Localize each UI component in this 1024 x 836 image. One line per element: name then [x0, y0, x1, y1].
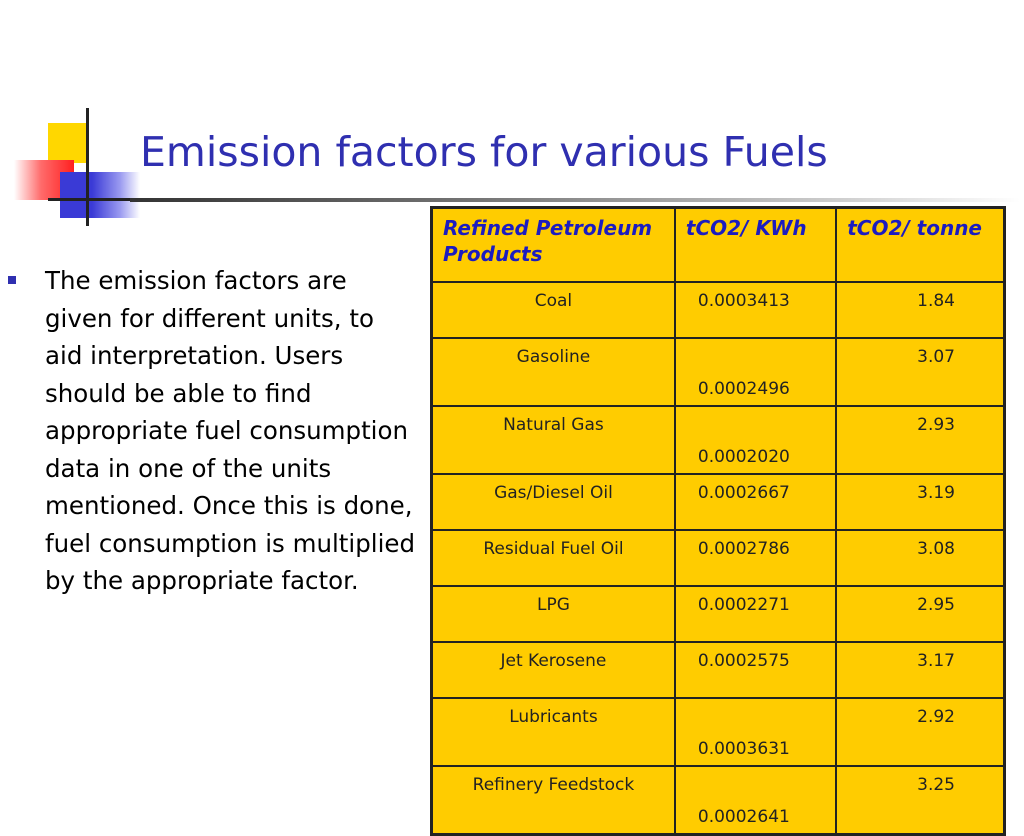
bullet-square-icon: [8, 276, 16, 284]
yellow-square: [48, 123, 88, 163]
slide-title: Emission factors for various Fuels: [140, 128, 828, 176]
factor-kwh: 0.0002575: [673, 641, 838, 699]
bullet-list: The emission factors are given for diffe…: [8, 262, 415, 600]
fuel-name: Jet Kerosene: [430, 641, 676, 699]
factor-kwh: 0.0002641: [673, 765, 838, 836]
factor-kwh: 0.0002496: [673, 337, 838, 407]
factor-tonne: 3.08: [835, 529, 1006, 587]
fuel-name: Lubricants: [430, 697, 676, 767]
factor-tonne: 3.25: [835, 765, 1006, 836]
factor-tonne: 2.92: [835, 697, 1006, 767]
table-header-row: Refined Petroleum Products tCO2/ KWh tCO…: [430, 206, 1006, 283]
table-row: Coal 0.0003413 1.84: [430, 281, 1006, 339]
factor-tonne: 3.19: [835, 473, 1006, 531]
blue-gradient-bar: [60, 172, 140, 218]
fuel-name: Gas/Diesel Oil: [430, 473, 676, 531]
fuel-name: Gasoline: [430, 337, 676, 407]
header-tonne: tCO2/ tonne: [835, 206, 1006, 283]
fuel-name: Coal: [430, 281, 676, 339]
factor-kwh: 0.0002667: [673, 473, 838, 531]
header-products: Refined Petroleum Products: [430, 206, 676, 283]
header-kwh: tCO2/ KWh: [673, 206, 838, 283]
fuel-name: Residual Fuel Oil: [430, 529, 676, 587]
factor-kwh: 0.0003631: [673, 697, 838, 767]
factor-kwh: 0.0002786: [673, 529, 838, 587]
table-row: Lubricants 0.0003631 2.92: [430, 697, 1006, 767]
vertical-rule: [86, 108, 89, 226]
factor-tonne: 3.07: [835, 337, 1006, 407]
factor-tonne: 2.93: [835, 405, 1006, 475]
corner-horizontal-rule: [48, 198, 138, 201]
fuel-name: Natural Gas: [430, 405, 676, 475]
emission-factors-table: Refined Petroleum Products tCO2/ KWh tCO…: [430, 206, 1006, 836]
factor-kwh: 0.0002020: [673, 405, 838, 475]
table-row: LPG 0.0002271 2.95: [430, 585, 1006, 643]
factor-tonne: 3.17: [835, 641, 1006, 699]
factor-kwh: 0.0003413: [673, 281, 838, 339]
table-row: Residual Fuel Oil 0.0002786 3.08: [430, 529, 1006, 587]
table-row: Gasoline 0.0002496 3.07: [430, 337, 1006, 407]
factor-kwh: 0.0002271: [673, 585, 838, 643]
title-underline: [130, 198, 1020, 202]
bullet-text: The emission factors are given for diffe…: [45, 266, 416, 595]
fuel-name: LPG: [430, 585, 676, 643]
table-row: Jet Kerosene 0.0002575 3.17: [430, 641, 1006, 699]
corner-decoration: [0, 0, 150, 240]
table-row: Refinery Feedstock 0.0002641 3.25: [430, 765, 1006, 836]
table-row: Natural Gas 0.0002020 2.93: [430, 405, 1006, 475]
factor-tonne: 1.84: [835, 281, 1006, 339]
fuel-name: Refinery Feedstock: [430, 765, 676, 836]
factor-tonne: 2.95: [835, 585, 1006, 643]
table-row: Gas/Diesel Oil 0.0002667 3.19: [430, 473, 1006, 531]
